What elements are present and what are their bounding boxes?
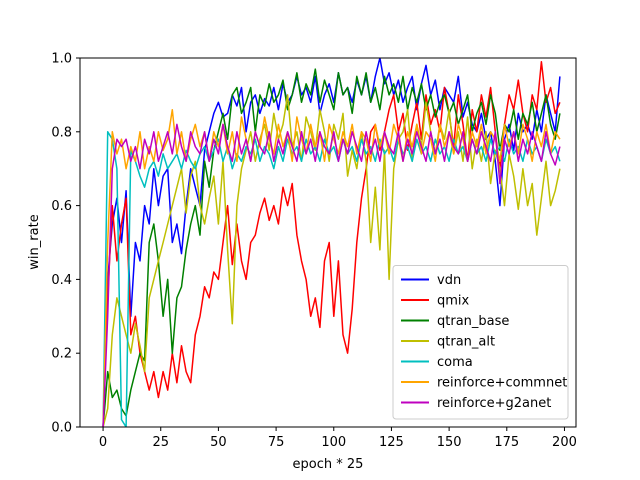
legend-label-5: reinforce+commnet <box>437 376 567 391</box>
y-tick-label: 0.0 <box>51 421 72 436</box>
x-axis-label: epoch * 25 <box>293 457 364 472</box>
y-tick-label: 0.4 <box>51 273 72 288</box>
y-axis-ticks: 0.0 0.2 0.4 0.6 0.8 1.0 <box>51 52 80 436</box>
legend-label-0: vdn <box>437 273 461 288</box>
plot-frame <box>79 57 577 428</box>
series-line-6 <box>102 123 561 427</box>
series-line-2 <box>102 68 561 427</box>
x-axis-ticks: 0 25 50 75 100 125 150 175 200 <box>99 427 577 450</box>
series-line-0 <box>102 58 561 427</box>
legend-label-1: qmix <box>437 294 470 309</box>
legend-box <box>392 265 569 420</box>
y-tick-label: 0.8 <box>51 125 72 140</box>
series-line-4 <box>102 131 561 427</box>
y-axis-label: win_rate <box>27 214 42 269</box>
x-tick-label: 0 <box>99 435 107 450</box>
series-line-1 <box>102 60 561 427</box>
x-tick-label: 100 <box>321 435 346 450</box>
x-tick-label: 150 <box>437 435 462 450</box>
x-tick-label: 175 <box>494 435 519 450</box>
y-tick-label: 0.2 <box>51 347 72 362</box>
series-layer <box>102 58 561 427</box>
y-tick-label: 1.0 <box>51 52 72 67</box>
legend-label-2: qtran_base <box>437 314 509 329</box>
y-tick-label: 0.6 <box>51 199 72 214</box>
legend-label-3: qtran_alt <box>437 335 495 350</box>
legend-label-6: reinforce+g2anet <box>437 396 551 411</box>
x-tick-label: 50 <box>210 435 227 450</box>
x-tick-label: 125 <box>379 435 404 450</box>
legend-label-4: coma <box>437 355 473 370</box>
x-tick-label: 25 <box>152 435 169 450</box>
x-tick-label: 200 <box>552 435 577 450</box>
x-tick-label: 75 <box>268 435 285 450</box>
